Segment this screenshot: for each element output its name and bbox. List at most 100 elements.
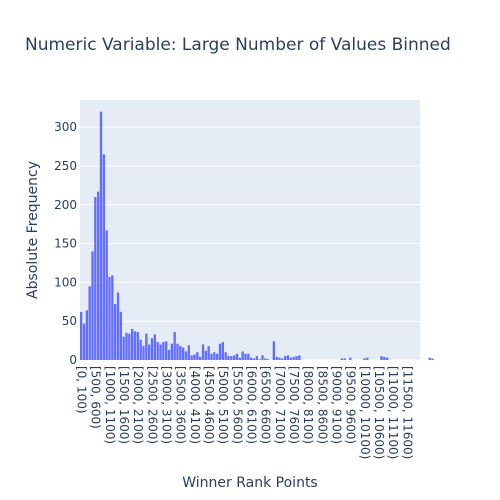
histogram-bar xyxy=(239,358,241,360)
histogram-bar xyxy=(120,312,122,360)
histogram-bar xyxy=(295,356,297,360)
histogram-bar xyxy=(290,358,292,360)
histogram-bar xyxy=(344,358,346,360)
histogram-bar xyxy=(349,358,351,360)
histogram-bar xyxy=(233,355,235,360)
histogram-bar xyxy=(188,345,190,360)
x-tick-label: [1500, 1600) xyxy=(117,366,131,444)
histogram-bar xyxy=(429,358,431,360)
x-tick-label: [7500, 7600) xyxy=(287,366,301,444)
histogram-bar xyxy=(97,192,99,360)
histogram-bar xyxy=(261,355,263,360)
histogram-bar xyxy=(264,358,266,360)
histogram-bar xyxy=(157,342,159,360)
histogram-bar xyxy=(244,354,246,360)
histogram-bar xyxy=(383,357,385,360)
x-axis-title: Winner Rank Points xyxy=(182,475,317,491)
histogram-bar xyxy=(431,358,433,360)
y-tick-label: 50 xyxy=(62,314,77,328)
histogram-bar xyxy=(111,275,113,360)
x-tick-label: [11500, 11600) xyxy=(400,366,414,459)
histogram-bar xyxy=(208,346,210,360)
y-tick-label: 0 xyxy=(69,353,77,367)
x-tick-label: [10500, 10600) xyxy=(372,366,386,459)
histogram-bar xyxy=(196,352,198,360)
histogram-bar xyxy=(284,356,286,360)
histogram-bar xyxy=(227,356,229,360)
histogram-bar xyxy=(131,329,133,360)
x-tick-label: [6500, 6600) xyxy=(259,366,273,444)
histogram-bar xyxy=(210,354,212,360)
histogram-bar xyxy=(216,354,218,360)
histogram-bar xyxy=(108,277,110,360)
histogram-bar xyxy=(148,344,150,360)
histogram-bar xyxy=(171,344,173,360)
x-tick-label: [1000, 1100) xyxy=(103,366,117,444)
histogram-bar xyxy=(380,356,382,360)
x-tick-label: [11000, 11100) xyxy=(386,366,400,459)
histogram-bar xyxy=(191,355,193,360)
histogram-bar xyxy=(128,334,130,360)
histogram-bar xyxy=(83,324,85,360)
x-tick-label: [4500, 4600) xyxy=(202,366,216,444)
histogram-bar xyxy=(242,351,244,360)
y-tick-label: 200 xyxy=(54,198,77,212)
x-tick-label: [10000, 10100) xyxy=(358,366,372,459)
y-tick-labels: 0 50 100 150 200 250 300 xyxy=(54,120,77,367)
histogram-bar xyxy=(298,355,300,360)
histogram-bar xyxy=(253,358,255,360)
histogram-bar xyxy=(140,340,142,360)
histogram-bar xyxy=(114,304,116,360)
histogram-bar xyxy=(176,344,178,360)
histogram-bar xyxy=(80,312,82,360)
y-tick-label: 300 xyxy=(54,120,77,134)
x-tick-label: [5500, 5600) xyxy=(230,366,244,444)
histogram-bar xyxy=(145,334,147,360)
histogram-bar xyxy=(86,310,88,360)
histogram-bar xyxy=(341,358,343,360)
histogram-bar xyxy=(106,230,108,360)
histogram-bar xyxy=(236,354,238,360)
histogram-bar xyxy=(142,346,144,360)
x-tick-label: [3500, 3600) xyxy=(174,366,188,444)
histogram-bar xyxy=(154,334,156,360)
histogram-bar xyxy=(363,358,365,360)
chart-title: Numeric Variable: Large Number of Values… xyxy=(25,35,451,55)
histogram-bar xyxy=(293,357,295,360)
histogram-bar xyxy=(250,358,252,360)
histogram-bar xyxy=(386,358,388,360)
histogram-bar xyxy=(117,292,119,360)
x-tick-label: [2500, 2600) xyxy=(145,366,159,444)
histogram-bar xyxy=(205,351,207,360)
histogram-bar xyxy=(100,112,102,360)
histogram-bar xyxy=(89,286,91,360)
x-tick-label: [3000, 3100) xyxy=(159,366,173,444)
histogram-bar xyxy=(123,337,125,360)
histogram-bar xyxy=(278,358,280,360)
x-tick-label: [7000, 7100) xyxy=(273,366,287,444)
y-tick-label: 250 xyxy=(54,159,77,173)
histogram-bar xyxy=(162,342,164,360)
x-tick-label: [9000, 9100) xyxy=(329,366,343,444)
histogram-bar xyxy=(137,332,139,360)
histogram-bar xyxy=(273,341,275,360)
histogram-bar xyxy=(103,154,105,360)
histogram-bar xyxy=(287,355,289,360)
x-tick-label: [5000, 5100) xyxy=(216,366,230,444)
histogram-bar xyxy=(219,344,221,360)
histogram-bar xyxy=(174,332,176,360)
histogram-bar xyxy=(125,333,127,360)
histogram-bar xyxy=(247,354,249,360)
histogram-bar xyxy=(94,197,96,360)
x-tick-label: [9500, 9600) xyxy=(344,366,358,444)
x-tick-label: [500, 600) xyxy=(89,366,103,429)
histogram-bar xyxy=(256,356,258,360)
x-tick-label: [8000, 8100) xyxy=(301,366,315,444)
x-tick-label: [0, 100) xyxy=(74,366,88,414)
histogram-bar xyxy=(134,331,136,360)
histogram-bar xyxy=(213,352,215,360)
y-axis-title: Absolute Frequency xyxy=(25,161,41,299)
histogram-bar xyxy=(159,344,161,360)
y-tick-label: 150 xyxy=(54,237,77,251)
